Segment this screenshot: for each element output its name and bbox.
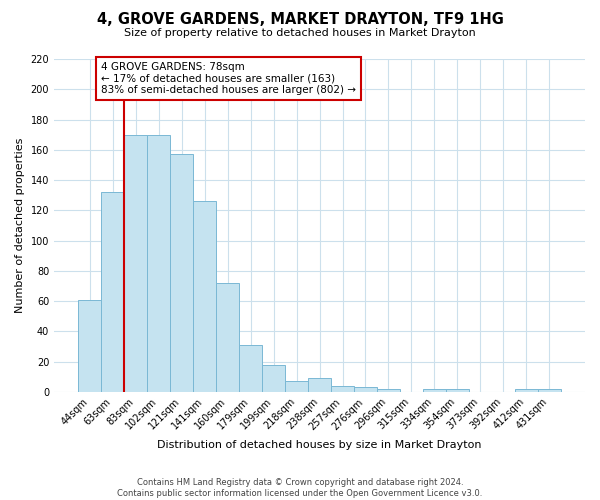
Bar	[446, 389, 469, 392]
Bar	[216, 283, 239, 392]
Text: Size of property relative to detached houses in Market Drayton: Size of property relative to detached ho…	[124, 28, 476, 38]
Text: Contains HM Land Registry data © Crown copyright and database right 2024.
Contai: Contains HM Land Registry data © Crown c…	[118, 478, 482, 498]
Text: 4 GROVE GARDENS: 78sqm
← 17% of detached houses are smaller (163)
83% of semi-de: 4 GROVE GARDENS: 78sqm ← 17% of detached…	[101, 62, 356, 95]
Bar	[124, 134, 147, 392]
X-axis label: Distribution of detached houses by size in Market Drayton: Distribution of detached houses by size …	[157, 440, 482, 450]
Bar	[285, 381, 308, 392]
Bar	[239, 345, 262, 392]
Y-axis label: Number of detached properties: Number of detached properties	[15, 138, 25, 313]
Bar	[193, 201, 216, 392]
Bar	[147, 134, 170, 392]
Bar	[331, 386, 354, 392]
Bar	[308, 378, 331, 392]
Bar	[377, 389, 400, 392]
Bar	[78, 300, 101, 392]
Bar	[170, 154, 193, 392]
Bar	[262, 364, 285, 392]
Bar	[101, 192, 124, 392]
Text: 4, GROVE GARDENS, MARKET DRAYTON, TF9 1HG: 4, GROVE GARDENS, MARKET DRAYTON, TF9 1H…	[97, 12, 503, 28]
Bar	[538, 389, 561, 392]
Bar	[423, 389, 446, 392]
Bar	[515, 389, 538, 392]
Bar	[354, 388, 377, 392]
